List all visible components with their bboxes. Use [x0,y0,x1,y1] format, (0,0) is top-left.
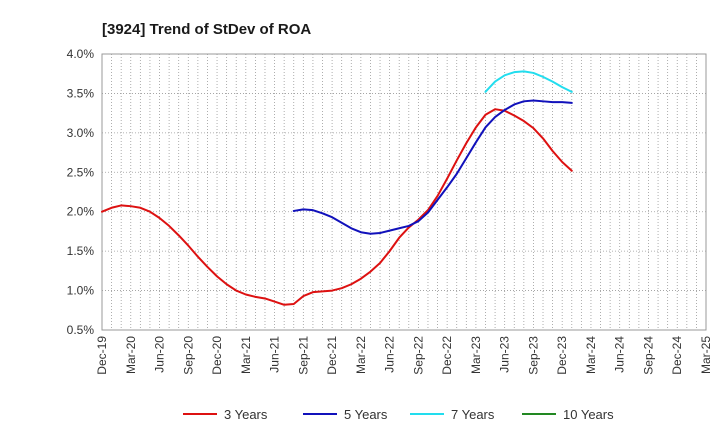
x-tick-label: Dec-23 [555,336,569,375]
legend-label: 7 Years [451,407,495,422]
x-tick-label: Mar-20 [124,336,138,374]
x-tick-label: Dec-21 [325,336,339,375]
x-axis: Dec-19 Mar-20 Jun-20 Sep-20 Dec-20 Mar-21 Jun-… [95,336,713,375]
y-axis: 0.5% 1.0% 1.5% 2.0% 2.5% 3.0% 3.5% 4.0% [67,47,95,337]
x-tick-label: Jun-23 [498,336,512,373]
grid-lines [102,54,706,330]
legend-label: 5 Years [344,407,388,422]
x-tick-label: Dec-22 [440,336,454,375]
chart-title: [3924] Trend of StDev of ROA [102,21,311,38]
y-tick-label: 1.0% [67,284,95,298]
series-line-7-years [484,70,573,93]
x-tick-label: Dec-19 [95,336,109,375]
x-tick-label: Sep-24 [641,336,655,375]
y-tick-label: 2.0% [67,205,95,219]
y-tick-label: 3.0% [67,126,95,140]
x-tick-label: Mar-21 [239,336,253,374]
series-line-5-years [292,99,573,235]
plot-frame [101,53,707,331]
x-tick-label: Jun-22 [383,336,397,373]
x-tick-label: Sep-21 [296,336,310,375]
x-tick-label: Dec-24 [670,336,684,375]
legend: 3 Years 5 Years 7 Years 10 Years [183,407,614,422]
x-tick-label: Jun-24 [613,336,627,373]
x-tick-label: Mar-24 [584,336,598,374]
x-tick-label: Jun-21 [268,336,282,373]
series-layer [101,70,573,306]
x-tick-label: Sep-20 [181,336,195,375]
x-tick-label: Sep-23 [526,336,540,375]
y-tick-label: 2.5% [67,165,95,179]
legend-label: 10 Years [563,407,614,422]
x-tick-label: Jun-20 [153,336,167,373]
x-tick-label: Dec-20 [210,336,224,375]
y-tick-label: 3.5% [67,86,95,100]
legend-label: 3 Years [224,407,268,422]
series-line-3-years [101,108,573,306]
x-tick-label: Mar-22 [354,336,368,374]
y-tick-label: 1.5% [67,244,95,258]
y-tick-label: 4.0% [67,47,95,61]
plot-area [101,53,707,331]
x-tick-label: Mar-23 [469,336,483,374]
y-tick-label: 0.5% [67,323,95,337]
x-tick-label: Mar-25 [699,336,713,374]
x-tick-label: Sep-22 [411,336,425,375]
